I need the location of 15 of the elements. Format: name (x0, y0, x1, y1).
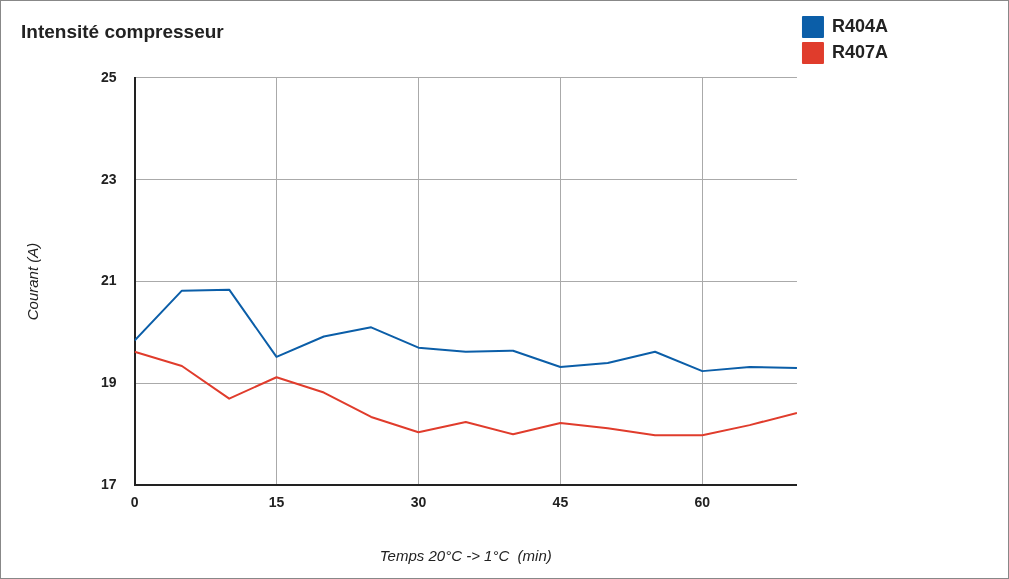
x-tick-label: 15 (268, 494, 285, 511)
x-tick-label: 60 (694, 494, 711, 511)
x-tick-label: 0 (130, 494, 139, 511)
y-tick-label: 19 (100, 374, 117, 391)
y-tick-label: 23 (100, 170, 117, 187)
legend-label: R407A (831, 41, 888, 62)
x-tick-label: 30 (410, 494, 427, 511)
x-axis-title: Temps 20°C -> 1°C (min) (379, 547, 552, 565)
x-tick-label: 45 (552, 494, 569, 511)
legend-label: R404A (831, 15, 888, 36)
y-tick-label: 21 (100, 272, 117, 289)
y-tick-label: 25 (100, 68, 117, 85)
chart-title: Intensité compresseur (21, 20, 225, 42)
y-tick-label: 17 (100, 476, 117, 493)
y-axis-title: Courant (A) (24, 242, 42, 321)
